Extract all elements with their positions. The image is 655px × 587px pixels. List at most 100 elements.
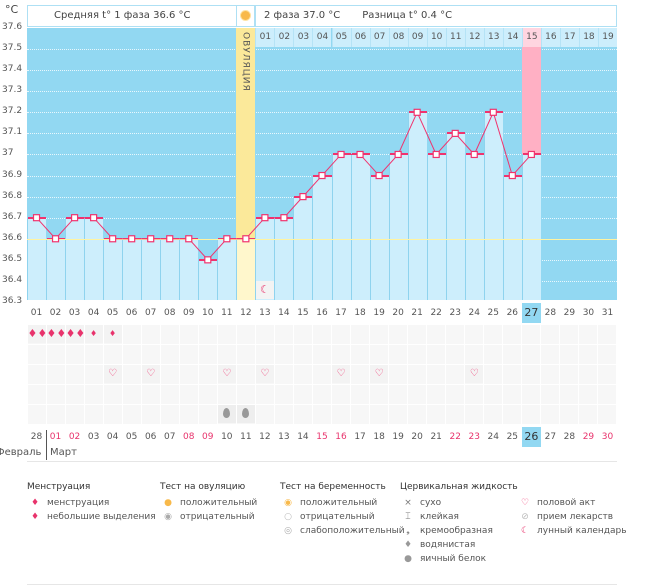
event-cell bbox=[370, 405, 389, 424]
phase2-day-label: 01 bbox=[255, 28, 275, 47]
temperature-point[interactable] bbox=[470, 150, 478, 159]
month-label-mar: Март bbox=[50, 447, 77, 458]
temperature-point[interactable] bbox=[90, 214, 98, 222]
date-label: 04 bbox=[106, 432, 119, 442]
temperature-point[interactable] bbox=[337, 150, 345, 159]
temperature-point[interactable] bbox=[51, 235, 60, 243]
event-cell bbox=[122, 345, 141, 364]
legend-title bbox=[517, 482, 627, 492]
legend-item: ⊘ прием лекарств bbox=[517, 510, 627, 524]
temperature-point[interactable] bbox=[489, 108, 497, 116]
legend-label: слабоположительный bbox=[300, 526, 405, 536]
event-cell bbox=[217, 325, 236, 344]
cycle-day-label: 05 bbox=[106, 308, 119, 318]
event-cell bbox=[103, 405, 122, 424]
temperature-point[interactable] bbox=[204, 256, 212, 264]
menstruation-icon[interactable]: ♦♦ bbox=[65, 325, 85, 343]
event-cell bbox=[46, 345, 65, 364]
temperature-point[interactable] bbox=[109, 235, 117, 243]
heart-icon[interactable]: ♡ bbox=[465, 365, 484, 383]
heart-icon[interactable]: ♡ bbox=[332, 365, 351, 383]
temperature-point[interactable] bbox=[70, 214, 79, 222]
y-tick-label: 36.8 bbox=[2, 190, 23, 201]
event-cell bbox=[465, 385, 484, 404]
event-cell bbox=[598, 345, 617, 364]
event-cell bbox=[312, 385, 331, 404]
heart-icon[interactable]: ♡ bbox=[217, 365, 236, 383]
cycle-day-label: 08 bbox=[163, 308, 176, 318]
egg-white-icon[interactable] bbox=[217, 405, 236, 423]
temperature-point[interactable] bbox=[166, 235, 174, 243]
temperature-point[interactable] bbox=[128, 235, 136, 243]
event-cell bbox=[389, 365, 408, 384]
temperature-point[interactable] bbox=[527, 150, 535, 159]
heart-icon[interactable]: ♡ bbox=[255, 365, 274, 383]
temperature-point[interactable] bbox=[508, 171, 516, 180]
y-tick-label: 36.7 bbox=[2, 211, 23, 222]
pill-icon: ⊘ bbox=[521, 512, 529, 522]
temperature-point[interactable] bbox=[32, 214, 41, 222]
temperature-point[interactable] bbox=[299, 193, 307, 201]
cycle-day-label: 11 bbox=[221, 308, 233, 318]
event-cell bbox=[579, 345, 598, 364]
date-label: 24 bbox=[487, 432, 499, 442]
cycle-day-label: 19 bbox=[373, 308, 385, 318]
event-cell bbox=[217, 345, 236, 364]
event-cell bbox=[198, 405, 217, 424]
ovulation-positive-icon: ● bbox=[164, 498, 172, 508]
legend-item: × сухо bbox=[400, 496, 518, 510]
menstruation-icon[interactable]: ♦♦ bbox=[46, 325, 66, 343]
temperature-point[interactable] bbox=[394, 150, 402, 159]
temperature-point[interactable] bbox=[432, 150, 440, 159]
temperature-point[interactable] bbox=[413, 108, 421, 116]
event-cell bbox=[427, 365, 446, 384]
menstruation-icon[interactable]: ♦♦ bbox=[27, 325, 47, 343]
temperature-point[interactable] bbox=[375, 171, 383, 180]
event-cell bbox=[370, 325, 389, 344]
date-label: 09 bbox=[202, 432, 214, 442]
y-tick-label: 37.6 bbox=[2, 22, 23, 32]
date-label: 16 bbox=[335, 432, 347, 442]
legend-item: ◎ слабоположительный bbox=[280, 524, 405, 538]
event-cell bbox=[351, 325, 370, 344]
phase2-day-label: 16 bbox=[540, 28, 560, 47]
event-cell bbox=[446, 405, 465, 424]
spotting-icon[interactable]: ♦ bbox=[103, 325, 122, 343]
y-tick-label: 37 bbox=[2, 148, 14, 159]
event-cell bbox=[141, 345, 160, 364]
temperature-point[interactable] bbox=[451, 129, 459, 137]
event-cell bbox=[160, 345, 179, 364]
event-cell bbox=[351, 385, 370, 404]
event-cell bbox=[484, 325, 503, 344]
temperature-point[interactable] bbox=[147, 235, 155, 243]
event-cell bbox=[236, 325, 255, 344]
date-label: 19 bbox=[392, 432, 404, 442]
event-cell bbox=[484, 365, 503, 384]
event-cell bbox=[84, 365, 103, 384]
temperature-point[interactable] bbox=[356, 150, 364, 159]
temperature-point[interactable] bbox=[280, 214, 288, 222]
moon-icon[interactable]: ☾ bbox=[255, 281, 274, 299]
temperature-point[interactable] bbox=[318, 171, 326, 180]
temperature-point[interactable] bbox=[185, 235, 193, 243]
temperature-point[interactable] bbox=[223, 235, 231, 243]
date-label: 27 bbox=[544, 432, 557, 442]
legend-item: ◉ отрицательный bbox=[160, 510, 257, 524]
event-cell bbox=[560, 365, 579, 384]
spotting-icon[interactable]: ♦ bbox=[84, 325, 103, 343]
temperature-point[interactable] bbox=[261, 214, 269, 222]
event-cell bbox=[484, 405, 503, 424]
heart-icon[interactable]: ♡ bbox=[103, 365, 122, 383]
ovulation-negative-icon: ◉ bbox=[164, 512, 172, 522]
event-cell bbox=[198, 365, 217, 384]
temperature-bar bbox=[483, 112, 503, 300]
date-label: 18 bbox=[373, 432, 385, 442]
heart-icon[interactable]: ♡ bbox=[370, 365, 389, 383]
egg-white-icon[interactable] bbox=[236, 405, 255, 423]
spotting-icon: ♦ bbox=[30, 512, 40, 522]
event-cell bbox=[446, 345, 465, 364]
event-cell bbox=[198, 385, 217, 404]
heart-icon[interactable]: ♡ bbox=[141, 365, 160, 383]
temperature-point[interactable] bbox=[242, 235, 250, 243]
legend-group: ♡ половой акт ⊘ прием лекарств ☾ лунный кален… bbox=[517, 482, 627, 538]
